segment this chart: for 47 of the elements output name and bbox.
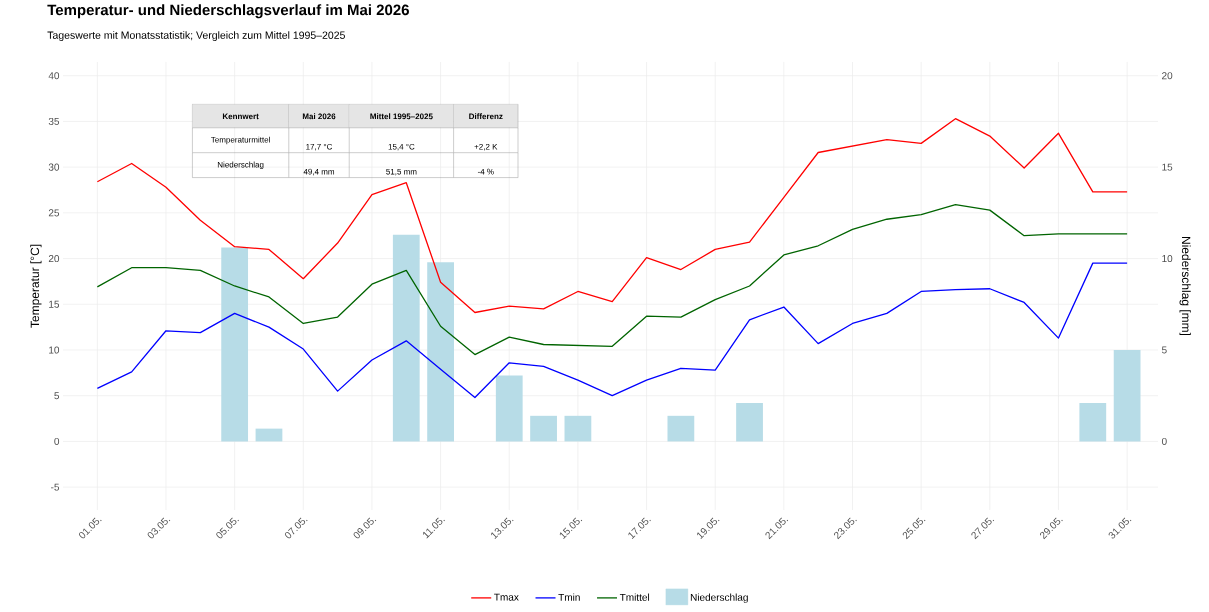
y-tick-label: 0 <box>54 437 60 445</box>
y-tick-label: 25 <box>48 209 60 217</box>
annotation: 49,4 mm <box>303 168 335 176</box>
annotation: 51,5 mm <box>386 168 417 176</box>
y-tick-label: 15 <box>49 300 60 308</box>
annotation: +2,2 K <box>474 143 498 151</box>
y2-tick-label: 5 <box>1161 346 1167 354</box>
annotation: Mittel 1995–2025 <box>370 113 433 120</box>
annotation: 15,4 °C <box>388 143 415 151</box>
annotation: Kennwert <box>222 113 259 120</box>
y-tick-label: 20 <box>48 255 60 263</box>
bar <box>736 403 763 442</box>
annotation: Differenz <box>469 113 503 120</box>
y2-tick-label: 15 <box>1162 163 1173 171</box>
bar <box>667 415 695 442</box>
annotation: 17,7 °C <box>306 143 333 151</box>
y-tick-label: -5 <box>51 483 60 491</box>
y2-tick-label: 0 <box>1161 437 1167 445</box>
bar <box>530 415 557 442</box>
chart-subtitle: Tageswerte mit Monatsstatistik; Vergleich zum Mittel 1995–2025 <box>47 31 345 41</box>
legend-label: Tmax <box>494 593 519 601</box>
bar <box>495 375 523 442</box>
y2-tick-label: 10 <box>1162 255 1173 263</box>
y2-tick-label: 20 <box>1162 72 1173 80</box>
legend-label: Tmittel <box>619 593 650 601</box>
y-tick-label: 35 <box>48 117 60 125</box>
line-series <box>96 262 1128 399</box>
bar <box>564 415 592 442</box>
y-tick-label: 10 <box>49 346 60 354</box>
annotation: Mai 2026 <box>302 113 336 120</box>
y-tick-label: 30 <box>48 163 60 171</box>
bar <box>427 262 454 442</box>
bar <box>1079 403 1107 442</box>
bar <box>1113 349 1141 442</box>
y-tick-label: 40 <box>48 72 60 80</box>
annotation: Niederschlag <box>217 161 264 170</box>
bar <box>392 234 420 442</box>
annotation: -4 % <box>477 168 494 175</box>
legend-label: Niederschlag <box>690 593 748 603</box>
y-tick-label: 5 <box>54 392 60 400</box>
bar <box>221 247 249 442</box>
legend-label: Tmin <box>558 593 580 601</box>
y2-axis-title: Niederschlag [mm] <box>1179 236 1191 336</box>
bar <box>255 428 283 442</box>
annotation: Temperaturmittel <box>211 136 270 145</box>
y-axis-title: Temperatur [°C] <box>30 244 42 328</box>
chart-title: Temperatur- und Niederschlagsverlauf im Mai 2026 <box>47 4 409 19</box>
